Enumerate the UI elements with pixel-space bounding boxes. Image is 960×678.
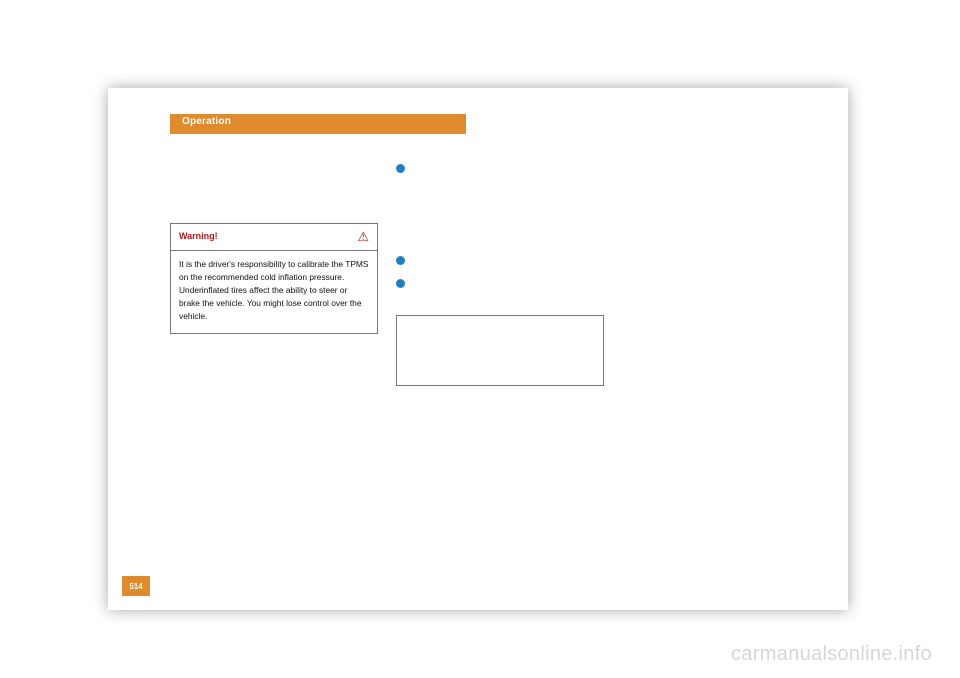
- watermark: carmanualsonline.info: [731, 643, 932, 666]
- paragraph: Operation of the tire pressure warning s…: [622, 199, 830, 226]
- warning-body: It is the driver's responsibility to cal…: [171, 251, 377, 333]
- paragraph: You may select to have the tire pressure…: [170, 186, 378, 213]
- column-1: Tire pressure monitoring system (Canada …: [170, 162, 378, 334]
- bullet-icon: [396, 279, 405, 288]
- section-header-title: Operation: [182, 116, 231, 127]
- warning-header: Warning! ⚠: [171, 224, 377, 251]
- warning-title: Warning!: [179, 230, 218, 244]
- bullet-text: Check and adjust tire inflation pressure…: [412, 255, 567, 265]
- warning-icon: ⚠: [357, 230, 369, 243]
- page: Operation Tire pressure monitoring syste…: [108, 88, 848, 610]
- info-box: The tire pressure monitoring system (TPM…: [396, 315, 604, 386]
- bullet-icon: [396, 256, 405, 265]
- bullet-text: Recalibrate the TPMS after adjusting the…: [412, 278, 585, 302]
- paragraph: The tire pressure is shown in the multif…: [622, 237, 830, 264]
- paragraph: The TPMS must be recalibrated each time …: [622, 162, 830, 189]
- page-number: 514: [122, 576, 150, 596]
- warning-box: Warning! ⚠ It is the driver's responsibi…: [170, 223, 378, 334]
- bullet-item: Check and adjust tire inflation pressure…: [396, 254, 604, 268]
- bullet-item: Recalibrate the TPMS after adjusting the…: [396, 277, 604, 304]
- column-2: When the multifunction display shows the…: [396, 162, 604, 386]
- bullet-icon: [396, 164, 405, 173]
- info-body: The tire pressure monitoring system (TPM…: [397, 316, 603, 385]
- bullet-item: When the multifunction display shows the…: [396, 162, 604, 244]
- page-sheet: Operation Tire pressure monitoring syste…: [108, 88, 848, 610]
- paragraph: Tire pressure monitoring system (Canada …: [170, 162, 378, 176]
- column-3: The TPMS must be recalibrated each time …: [622, 162, 830, 274]
- bullet-text: When the multifunction display shows the…: [412, 163, 597, 241]
